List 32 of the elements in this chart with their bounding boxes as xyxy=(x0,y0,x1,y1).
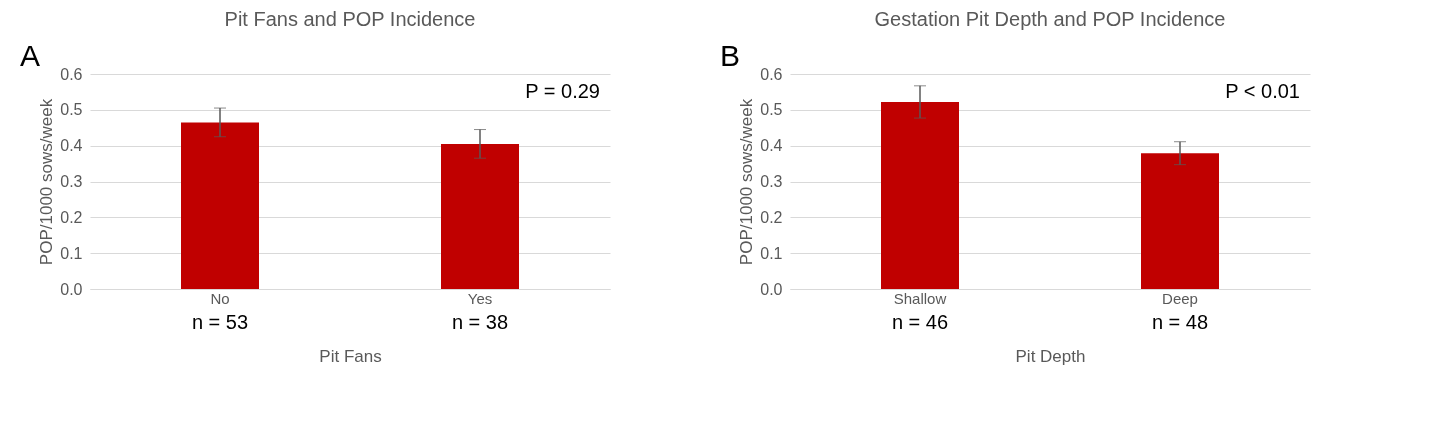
y-tick-label: 0.3 xyxy=(760,173,783,190)
y-tick-label: 0.6 xyxy=(60,65,83,83)
y-axis-title: POP/1000 sows/week xyxy=(37,98,57,266)
annotation: P = 0.29 xyxy=(525,80,600,102)
x-axis-title: Pit Fans xyxy=(319,346,382,366)
annotation: P < 0.01 xyxy=(1225,80,1300,102)
x-tick-label: No xyxy=(210,289,230,307)
text: n = 48 xyxy=(1151,311,1209,333)
y-tick-label: 0.5 xyxy=(60,101,83,119)
y-tick-label: 0.5 xyxy=(760,101,783,119)
y-tick-label: 0.1 xyxy=(60,244,83,262)
y-tick-label: 0.2 xyxy=(60,208,83,226)
x-axis-title: Pit Depth xyxy=(1015,346,1086,366)
y-tick-label: 0.2 xyxy=(760,208,783,226)
y-tick-label: 0.4 xyxy=(60,137,83,155)
text: n = 53 xyxy=(191,311,249,333)
y-tick-label: 0.0 xyxy=(760,280,783,298)
text: B xyxy=(720,39,741,72)
x-tick-label: Yes xyxy=(467,289,493,307)
text: n = 46 xyxy=(891,311,949,333)
y-tick-label: 0.0 xyxy=(60,280,83,298)
x-tick-label: Deep xyxy=(1162,289,1198,307)
y-axis-title: POP/1000 sows/week xyxy=(737,98,757,266)
y-tick-label: 0.3 xyxy=(60,173,83,190)
y-tick-label: 0.1 xyxy=(760,244,783,262)
x-tick-label: Shallow xyxy=(893,289,947,307)
chart-title: Pit Fans and POP Incidence xyxy=(224,8,476,30)
y-tick-label: 0.4 xyxy=(760,137,783,155)
text: n = 38 xyxy=(451,311,509,333)
y-tick-label: 0.6 xyxy=(760,65,783,83)
text: A xyxy=(20,39,41,72)
chart-title: Gestation Pit Depth and POP Incidence xyxy=(874,8,1226,30)
